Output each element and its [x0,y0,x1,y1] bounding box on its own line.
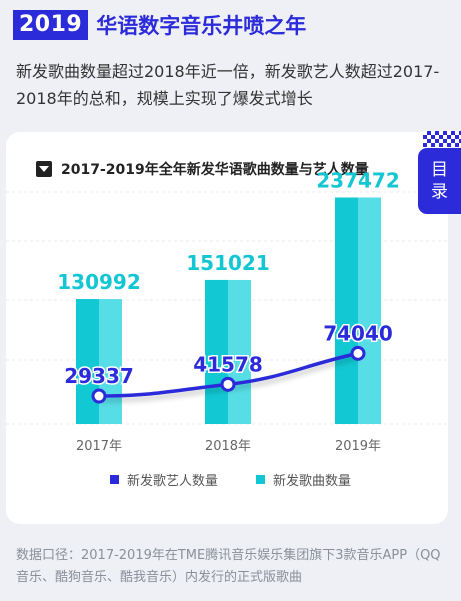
chart-card: 2017-2019年全年新发华语歌曲数量与艺人数量 130992 2017年 151… [6,132,448,524]
line-value-label-1: 41578 [193,352,263,376]
toc-button[interactable]: 目录 [418,148,461,214]
chart-title-row: 2017-2019年全年新发华语歌曲数量与艺人数量 [36,159,369,179]
page-subtitle: 新发歌曲数量超过2018年近一倍，新发歌艺人数超过2017-2018年的总和，规… [16,62,440,108]
bar-shade-0 [76,299,99,424]
legend-item-songs[interactable]: 新发歌曲数量 [256,470,351,489]
bar-value-label-0: 130992 [57,270,141,294]
toc-checker-decoration [423,131,461,147]
bar-value-label-2: 237472 [316,168,400,192]
x-tick-label-2: 2019年 [335,439,381,454]
page-title: 华语数字音乐井喷之年 [96,14,307,38]
line-point-1[interactable] [220,376,236,392]
line-point-2[interactable] [350,345,366,361]
legend-label-songs: 新发歌曲数量 [273,474,352,489]
legend-item-artists[interactable]: 新发歌艺人数量 [110,470,218,489]
year-badge: 2019 [13,10,89,40]
collapse-triangle-icon[interactable] [36,161,52,177]
bar-2[interactable] [335,197,381,424]
bar-1[interactable] [205,279,251,424]
page-header: 2019 华语数字音乐井喷之年 [13,8,306,42]
data-footnote: 数据口径：2017-2019年在TME腾讯音乐娱乐集团旗下3款音乐APP（QQ音… [16,548,441,585]
chart-title: 2017-2019年全年新发华语歌曲数量与艺人数量 [61,162,369,178]
x-tick-label-1: 2018年 [205,439,251,454]
chart-svg: 130992 2017年 151021 2018年 237472 2019年 29337 41… [6,168,448,454]
bar-value-label-1: 151021 [186,251,270,275]
line-point-0[interactable] [91,388,107,404]
line-value-label-2: 74040 [323,321,393,345]
x-tick-label-0: 2017年 [76,439,122,454]
line-value-label-0: 29337 [64,364,134,388]
bar-shade-2 [335,197,358,424]
legend-swatch-artists [110,475,119,484]
chart-legend: 新发歌艺人数量 新发歌曲数量 [110,470,389,489]
legend-swatch-songs [256,475,266,484]
bar-0[interactable] [76,299,122,424]
legend-label-artists: 新发歌艺人数量 [127,474,219,489]
toc-label: 目录 [431,160,448,202]
